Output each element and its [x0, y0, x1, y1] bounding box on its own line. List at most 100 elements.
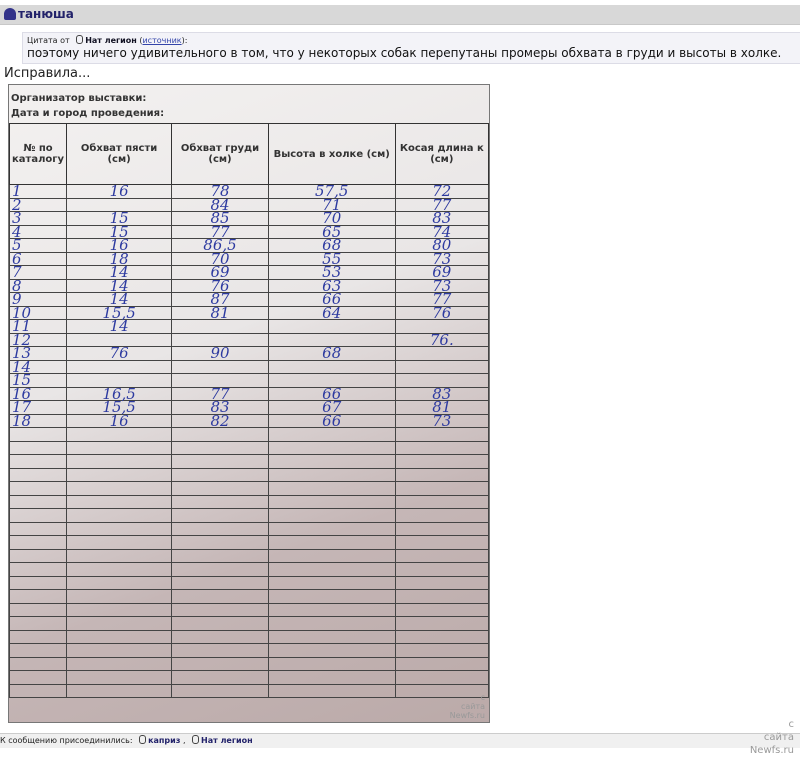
table-cell	[394, 670, 489, 685]
joined-user[interactable]: каприз	[148, 736, 181, 745]
table-cell	[267, 535, 396, 550]
table-cell	[171, 683, 269, 698]
table-cell	[394, 467, 489, 482]
table-cell	[66, 481, 173, 496]
table-cell: 11	[9, 319, 68, 334]
table-row: 15	[9, 373, 489, 388]
table-cell: 67	[267, 400, 396, 415]
table-cell: 73	[394, 413, 489, 428]
table-cell	[9, 494, 68, 509]
table-row: 7 14 69 53 69	[9, 265, 489, 280]
post-header: танюша	[0, 5, 800, 25]
table-cell	[9, 521, 68, 536]
table-cell	[9, 670, 68, 685]
table-cell	[394, 454, 489, 469]
table-cell: 16,5	[66, 386, 173, 401]
table-row	[9, 494, 489, 509]
table-cell: 16	[66, 413, 173, 428]
table-cell: 14	[66, 265, 173, 280]
table-cell	[267, 656, 396, 671]
table-cell	[267, 359, 396, 374]
table-cell: 87	[171, 292, 269, 307]
table-row: 5 16 86,5 68 80	[9, 238, 489, 253]
table-cell: 66	[267, 386, 396, 401]
table-cell	[171, 535, 269, 550]
table-cell	[267, 602, 396, 617]
table-cell	[394, 602, 489, 617]
attached-photo[interactable]: Организатор выставки: Дата и город провед…	[8, 84, 490, 723]
photo-org-text: Организатор выставки: Дата и город провед…	[11, 93, 165, 119]
table-cell: 13	[9, 346, 68, 361]
table-cell: 17	[9, 400, 68, 415]
table-cell	[9, 629, 68, 644]
table-cell: 16	[66, 184, 173, 199]
table-cell	[394, 481, 489, 496]
table-row	[9, 643, 489, 658]
table-cell	[9, 656, 68, 671]
table-cell	[171, 508, 269, 523]
table-cell	[394, 373, 489, 388]
table-cell	[171, 467, 269, 482]
table-row	[9, 602, 489, 617]
table-cell	[267, 562, 396, 577]
table-cell	[66, 629, 173, 644]
table-row	[9, 616, 489, 631]
table-cell	[66, 589, 173, 604]
table-row: 6 18 70 55 73	[9, 251, 489, 266]
footer-label: К сообщению присоединились:	[0, 736, 133, 745]
table-cell	[394, 508, 489, 523]
post-body: Исправила...	[4, 66, 91, 81]
table-cell	[66, 427, 173, 442]
table-cell	[9, 562, 68, 577]
table-cell	[9, 548, 68, 563]
table-cell	[66, 656, 173, 671]
table-cell	[394, 616, 489, 631]
table-cell	[394, 494, 489, 509]
table-row	[9, 548, 489, 563]
table-cell: 14	[66, 278, 173, 293]
table-cell: 66	[267, 413, 396, 428]
table-cell	[171, 481, 269, 496]
table-cell	[66, 440, 173, 455]
table-row: 16 16,5 77 66 83	[9, 386, 489, 401]
table-cell	[267, 548, 396, 563]
table-cell: 18	[9, 413, 68, 428]
table-cell: 73	[394, 251, 489, 266]
table-row	[9, 629, 489, 644]
table-cell: 83	[394, 386, 489, 401]
table-cell	[267, 481, 396, 496]
table-cell	[66, 521, 173, 536]
table-cell: 14	[9, 359, 68, 374]
table-cell	[66, 616, 173, 631]
table-cell: 69	[171, 265, 269, 280]
table-cell: 55	[267, 251, 396, 266]
table-cell	[394, 683, 489, 698]
table-cell: 77	[394, 197, 489, 212]
table-cell	[171, 454, 269, 469]
quote-author[interactable]: Нат легион	[85, 36, 137, 45]
measurement-table: № по каталогу Обхват пясти (см) Обхват гру…	[9, 123, 489, 698]
table-cell	[9, 616, 68, 631]
table-cell: 70	[171, 251, 269, 266]
table-row	[9, 440, 489, 455]
column-header: № по каталогу	[9, 123, 68, 185]
post-author[interactable]: танюша	[18, 7, 74, 21]
table-row: 18 16 82 66 73	[9, 413, 489, 428]
table-row	[9, 656, 489, 671]
table-cell	[171, 629, 269, 644]
quote-source-link[interactable]: источник	[142, 36, 182, 45]
table-row: 11 14	[9, 319, 489, 334]
table-cell	[171, 440, 269, 455]
column-header: Обхват пясти (см)	[66, 123, 173, 185]
table-cell: 69	[394, 265, 489, 280]
table-cell: 7	[9, 265, 68, 280]
table-cell	[66, 643, 173, 658]
table-cell	[66, 359, 173, 374]
table-cell	[267, 521, 396, 536]
table-row	[9, 521, 489, 536]
table-cell	[394, 548, 489, 563]
joined-user[interactable]: Нат легион	[201, 736, 253, 745]
table-cell	[267, 440, 396, 455]
table-row: 8 14 76 63 73	[9, 278, 489, 293]
table-cell	[66, 332, 173, 347]
